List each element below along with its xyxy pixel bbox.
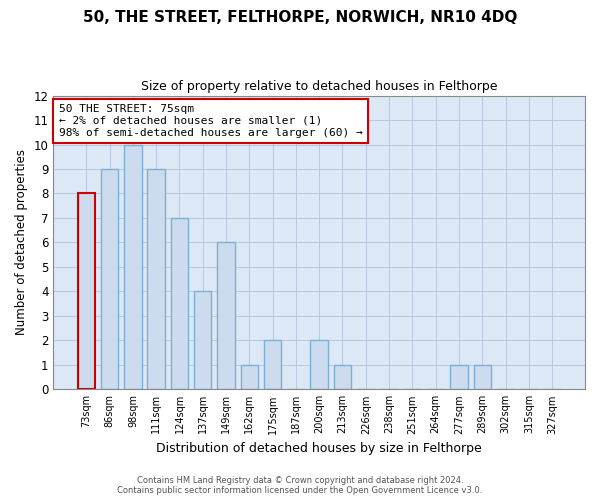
Bar [171,218,188,390]
Bar [450,365,467,390]
Text: 50, THE STREET, FELTHORPE, NORWICH, NR10 4DQ: 50, THE STREET, FELTHORPE, NORWICH, NR10… [83,10,517,25]
Bar [148,169,165,390]
Title: Size of property relative to detached houses in Felthorpe: Size of property relative to detached ho… [141,80,497,93]
Bar [101,169,118,390]
Text: 50 THE STREET: 75sqm
← 2% of detached houses are smaller (1)
98% of semi-detache: 50 THE STREET: 75sqm ← 2% of detached ho… [59,104,362,138]
Text: Contains HM Land Registry data © Crown copyright and database right 2024.
Contai: Contains HM Land Registry data © Crown c… [118,476,482,495]
Bar [194,292,211,390]
Bar [217,242,235,390]
Bar [334,365,351,390]
Bar [77,194,95,390]
Bar [310,340,328,390]
X-axis label: Distribution of detached houses by size in Felthorpe: Distribution of detached houses by size … [157,442,482,455]
Bar [473,365,491,390]
Bar [264,340,281,390]
Bar [241,365,258,390]
Bar [124,144,142,390]
Y-axis label: Number of detached properties: Number of detached properties [15,150,28,336]
